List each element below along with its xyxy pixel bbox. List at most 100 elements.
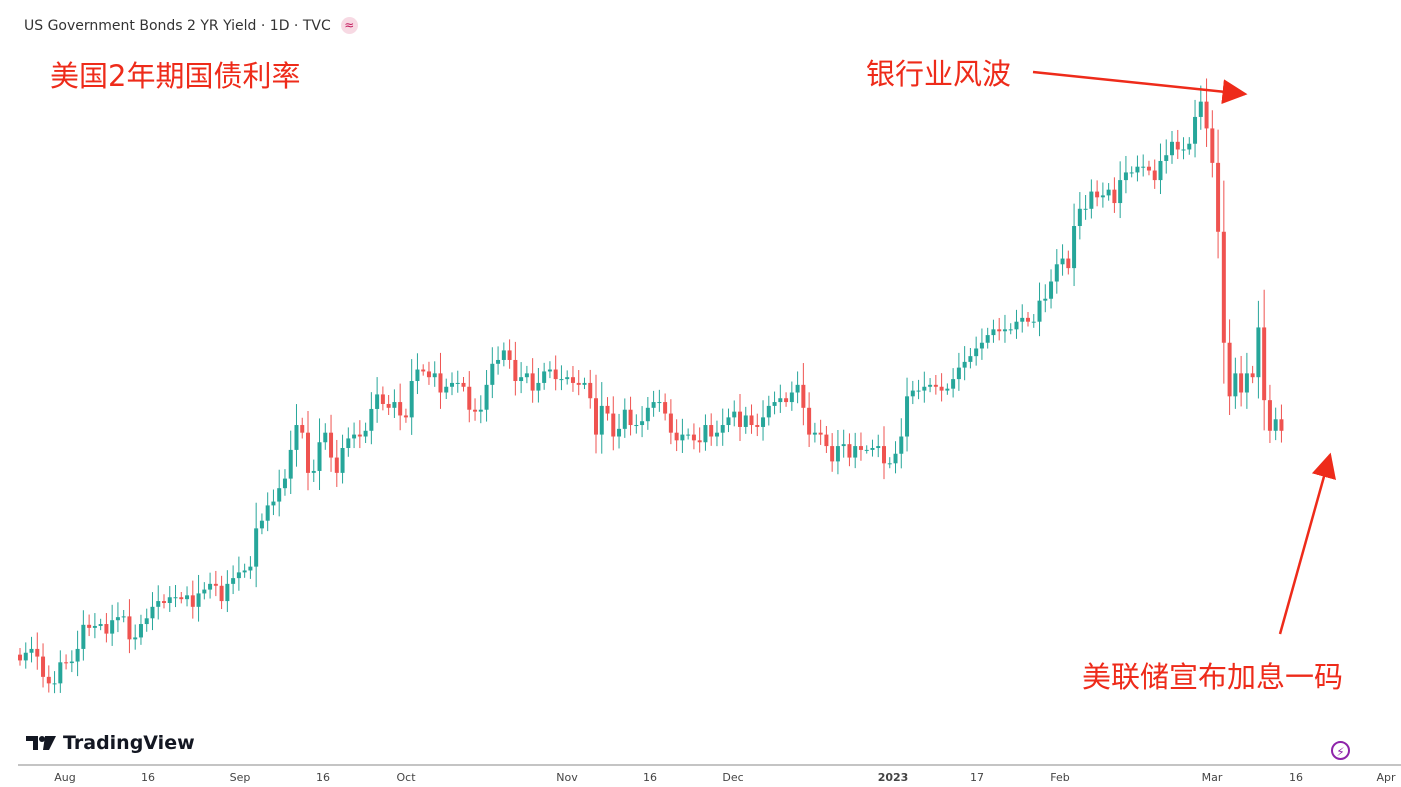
candle-body [1002,329,1007,332]
candle-body [928,384,933,387]
candle-body [478,409,483,412]
candle-body [202,589,207,594]
candle-body [588,382,593,399]
candle-body [294,425,299,450]
candle-body [271,501,276,506]
candle-body [138,624,143,638]
candle-body [536,382,541,391]
candle-body [104,624,109,634]
candle-body [1279,419,1284,431]
candle-body [300,425,305,433]
candle-body [1164,155,1169,161]
candle-body [1210,128,1215,163]
candle-body [605,405,610,414]
candle-body [530,373,535,391]
candle-body [841,444,846,447]
candle-body [190,595,195,607]
candle-body [150,606,155,619]
arrow-bank-turmoil [1032,70,1248,105]
candle-body [1054,264,1059,282]
candle-body [784,398,789,403]
candle-body [1129,172,1134,174]
candle-body [41,656,46,677]
candle-body [899,436,904,454]
candle-body [887,463,892,465]
candle-body [956,367,961,380]
candle-body [1060,258,1065,265]
candle-body [939,386,944,391]
candles-group [18,78,1284,694]
candle-body [1077,208,1082,227]
candle-body [421,369,426,372]
candle-body [236,572,241,579]
x-tick-label: Sep [230,771,251,784]
candle-body [1066,258,1071,269]
candle-body [858,446,863,450]
candle-body [933,384,938,387]
candle-body [1020,317,1025,322]
candle-body [98,624,103,626]
candle-body [905,396,910,437]
candle-body [1037,300,1042,322]
candle-body [570,377,575,383]
candle-body [686,434,691,436]
candle-body [922,386,927,391]
candle-body [1083,208,1088,210]
candle-body [513,359,518,382]
candle-body [75,648,80,662]
symbol-title[interactable]: US Government Bonds 2 YR Yield · 1D · TV… [24,17,331,34]
symbol-header[interactable]: US Government Bonds 2 YR Yield · 1D · TV… [24,17,358,34]
candle-body [242,570,247,573]
candle-body [524,373,529,378]
candle-body [334,457,339,473]
x-tick-label: 17 [970,771,984,784]
candle-body [35,648,40,657]
candle-body [29,648,34,653]
candle-body [144,618,149,625]
candle-body [179,597,184,600]
candle-body [213,583,218,586]
candle-body [403,415,408,418]
candle-body [254,528,259,567]
candle-body [185,595,190,600]
candle-body [882,446,886,464]
candle-body [450,382,454,387]
candle-body [87,624,92,628]
candle-body [415,369,420,382]
candle-body [231,578,236,584]
candle-body [893,453,898,464]
candle-body [473,409,478,412]
candle-body [761,417,766,427]
candle-body [714,432,719,437]
x-tick-label: Aug [54,771,75,784]
candle-body [386,403,391,408]
candle-body [974,348,979,357]
candle-body [645,407,650,422]
candle-body [501,350,506,360]
candle-body [92,625,97,628]
candle-body [795,384,800,393]
candle-body [225,583,230,602]
candle-body [611,413,616,437]
candle-body [277,488,282,502]
candle-body [985,335,990,343]
candle-body [547,369,552,372]
candle-body [1198,101,1203,117]
candle-body [749,415,754,426]
candle-body [864,449,869,451]
candle-body [628,409,633,426]
candle-body [830,446,835,462]
candle-body [1158,160,1163,181]
candle-body [1187,143,1192,150]
lightning-icon[interactable]: ⚡ [1331,741,1350,760]
candle-body [167,597,172,603]
tradingview-logo[interactable]: TradingView [26,732,195,754]
candle-body [772,402,777,406]
candle-body [1170,141,1174,156]
candle-body [576,382,581,385]
candle-body [248,566,253,571]
candle-body [46,676,51,684]
candle-body [789,392,794,403]
arrow-fed-hike [1278,452,1336,635]
